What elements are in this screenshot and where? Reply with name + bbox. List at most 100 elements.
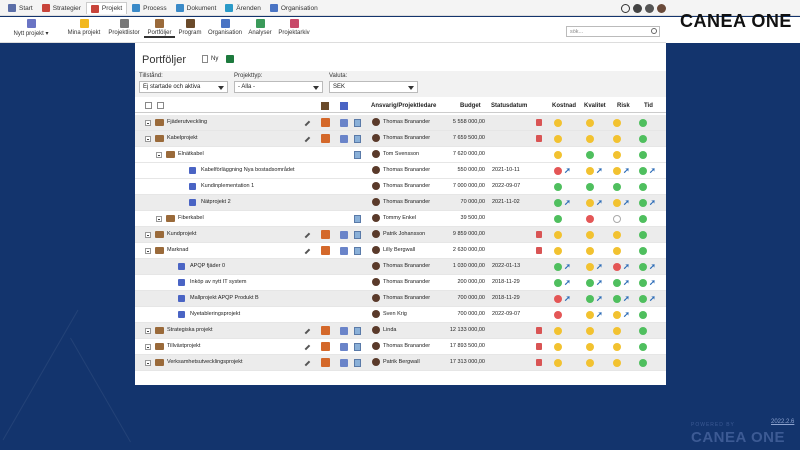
edit-icon[interactable] [301,325,311,335]
project-lists-button[interactable]: Projektlistor [106,19,142,36]
notes-icon[interactable] [354,343,361,351]
new-project-button[interactable]: Nytt projekt ▾ [2,19,60,37]
row-name[interactable]: Strategiska projekt [167,327,213,333]
expand-toggle[interactable] [145,328,151,334]
notes-icon[interactable] [354,231,361,239]
report-icon[interactable] [340,231,348,239]
notes-icon[interactable] [354,359,361,367]
structure-icon[interactable] [321,230,330,239]
trash-icon[interactable] [536,247,542,254]
trash-icon[interactable] [536,327,542,334]
type-select[interactable]: - Alla - [234,81,323,93]
tab-start[interactable]: Start [4,2,37,14]
edit-icon[interactable] [301,133,311,143]
expand-toggle[interactable] [145,344,151,350]
row-name[interactable]: Kundprojekt [167,231,197,237]
new-portfolio-button[interactable]: Ny [202,55,218,63]
structure-icon[interactable] [321,342,330,351]
row-name[interactable]: Verksamhetsutvecklingsprojekt [167,359,243,365]
table-row[interactable]: Kabelprojekt Thomas Branander 7 659 500,00 [135,131,666,147]
gear-icon[interactable] [645,4,654,13]
row-name[interactable]: Nyetableringsprojekt [190,311,241,317]
table-row[interactable]: Fjäderutveckling Thomas Branander 5 558 00… [135,115,666,131]
notes-icon[interactable] [354,327,361,335]
row-name[interactable]: APQP fjäder 0 [190,263,226,269]
report-icon[interactable] [340,359,348,367]
table-row[interactable]: Strategiska projekt Linda 12 133 000,00 [135,323,666,339]
expand-toggle[interactable] [145,360,151,366]
structure-icon[interactable] [321,134,330,143]
collapse-all-icon[interactable] [157,102,164,109]
row-name[interactable]: Tillväxtprojekt [167,343,201,349]
table-row[interactable]: Elnätkabel Tom Svensson 7 620 000,00 [135,147,666,163]
table-row[interactable]: Kundinplementation 1 Thomas Branander 7 00… [135,179,666,195]
structure-icon[interactable] [321,246,330,255]
edit-icon[interactable] [301,117,311,127]
table-row[interactable]: Tillväxtprojekt Thomas Branander 17 893 50… [135,339,666,355]
currency-select[interactable]: SEK [329,81,418,93]
trash-icon[interactable] [536,343,542,350]
structure-icon[interactable] [321,358,330,367]
palette-icon[interactable] [633,4,642,13]
avatar[interactable] [657,4,666,13]
row-name[interactable]: Marknad [167,247,189,253]
table-row[interactable]: Kabelförläggning Nya bostadsområdet Thoma… [135,163,666,179]
table-row[interactable]: APQP fjäder 0 Thomas Branander 1 030 000,0… [135,259,666,275]
version-link[interactable]: 2022.2.6 [771,419,795,425]
expand-all-icon[interactable] [145,102,152,109]
expand-toggle[interactable] [145,136,151,142]
trash-icon[interactable] [536,119,542,126]
row-name[interactable]: Mallprojekt APQP Produkt B [190,295,259,301]
row-name[interactable]: Elnätkabel [178,151,204,157]
portfolios-button[interactable]: Portföljer [144,19,175,38]
table-row[interactable]: Inköp av nytt IT system Thomas Branander 2… [135,275,666,291]
expand-toggle[interactable] [145,232,151,238]
expand-toggle[interactable] [145,248,151,254]
row-name[interactable]: Fjäderutveckling [167,119,208,125]
help-icon[interactable] [621,4,630,13]
project-archive-button[interactable]: Projektarkiv [277,19,311,36]
tab-organisation[interactable]: Organisation [266,2,322,14]
trash-icon[interactable] [536,135,542,142]
notes-icon[interactable] [354,151,361,159]
report-icon[interactable] [340,247,348,255]
tab-dokument[interactable]: Dokument [172,2,221,14]
table-row[interactable]: Kundprojekt Patrik Johansson 9 859 000,00 [135,227,666,243]
report-icon[interactable] [340,327,348,335]
organisation-button[interactable]: Organisation [206,19,244,36]
report-icon[interactable] [340,343,348,351]
table-row[interactable]: Nätprojekt 2 Thomas Branander 70 000,00 202… [135,195,666,211]
my-projects-button[interactable]: Mina projekt [64,19,104,36]
analyses-button[interactable]: Analyser [247,19,273,36]
table-row[interactable]: Mallprojekt APQP Produkt B Thomas Branand… [135,291,666,307]
table-row[interactable]: Nyetableringsprojekt Sven Krig 700 000,00 2… [135,307,666,323]
report-icon[interactable] [340,119,348,127]
trash-icon[interactable] [536,359,542,366]
row-name[interactable]: Inköp av nytt IT system [190,279,247,285]
expand-toggle[interactable] [156,152,162,158]
structure-icon[interactable] [321,326,330,335]
program-button[interactable]: Program [177,19,203,36]
search-input[interactable]: sök... [566,26,660,37]
tab-projekt[interactable]: Projekt [85,2,128,14]
expand-toggle[interactable] [156,216,162,222]
report-icon[interactable] [340,135,348,143]
tab-process[interactable]: Process [128,2,170,14]
row-name[interactable]: Nätprojekt 2 [201,199,231,205]
row-name[interactable]: Kabelprojekt [167,135,198,141]
structure-icon[interactable] [321,118,330,127]
tab-strategier[interactable]: Strategier [38,2,85,14]
state-select[interactable]: Ej startade och aktiva [139,81,228,93]
edit-icon[interactable] [301,245,311,255]
excel-export-icon[interactable] [226,55,234,63]
edit-icon[interactable] [301,357,311,367]
row-name[interactable]: Fiberkabel [178,215,204,221]
expand-toggle[interactable] [145,120,151,126]
notes-icon[interactable] [354,215,361,223]
edit-icon[interactable] [301,341,311,351]
edit-icon[interactable] [301,229,311,239]
row-name[interactable]: Kundinplementation 1 [201,183,255,189]
notes-icon[interactable] [354,135,361,143]
notes-icon[interactable] [354,247,361,255]
table-row[interactable]: Marknad Lilly Bergwall 2 630 000,00 [135,243,666,259]
